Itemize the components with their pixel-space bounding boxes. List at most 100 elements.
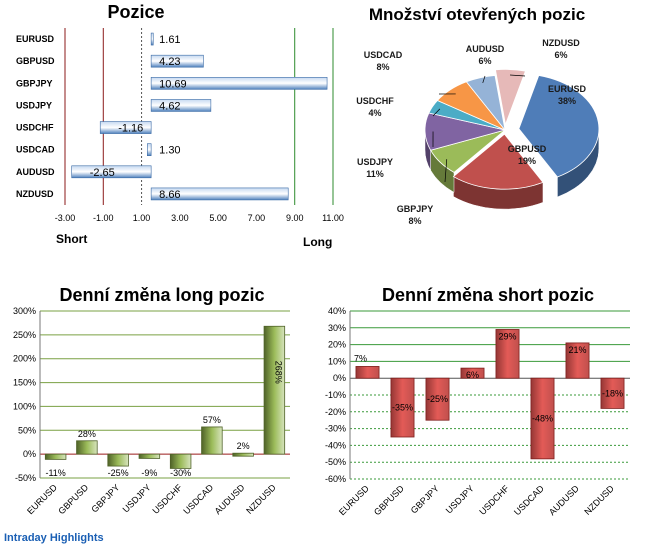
pie-label: USDCAD — [364, 50, 403, 60]
x-tick-label: 11.00 — [322, 213, 344, 223]
short-label: Short — [56, 232, 87, 246]
y-tick-label: 40% — [328, 306, 346, 316]
value-label: 6% — [466, 370, 479, 380]
category-label: AUDUSD — [16, 167, 55, 177]
category-label: USDJPY — [444, 483, 476, 515]
value-label: 29% — [498, 331, 516, 341]
category-label: GBPJPY — [16, 78, 53, 88]
value-label: 21% — [568, 345, 586, 355]
short-title: Denní změna short pozic — [382, 285, 594, 305]
bar — [45, 454, 66, 459]
value-label: 4.62 — [159, 100, 180, 112]
value-label: 268% — [273, 361, 283, 384]
value-label: 10.69 — [159, 78, 187, 90]
value-label: 7% — [354, 353, 367, 363]
long-label: Long — [303, 235, 332, 249]
y-tick-label: 30% — [328, 323, 346, 333]
category-label: EURUSD — [16, 34, 55, 44]
value-label: -35% — [392, 403, 413, 413]
y-tick-label: -50% — [15, 473, 36, 483]
category-label: GBPUSD — [56, 482, 90, 516]
pie-percent: 4% — [368, 108, 381, 118]
value-label: 57% — [203, 415, 221, 425]
y-tick-label: 100% — [13, 401, 36, 411]
mnozstvi-title: Množství otevřených pozic — [369, 5, 585, 24]
value-label: -25% — [108, 468, 129, 478]
long-title: Denní změna long pozic — [59, 285, 264, 305]
value-label: 2% — [237, 441, 250, 451]
category-label: NZDUSD — [16, 189, 54, 199]
value-label: -1.16 — [118, 123, 143, 135]
bar — [151, 33, 153, 45]
pie-percent: 8% — [408, 216, 421, 226]
y-tick-label: -60% — [325, 474, 346, 484]
category-label: AUDUSD — [213, 482, 247, 516]
y-tick-label: -10% — [325, 390, 346, 400]
long-y-tick-labels: -50%0%50%100%150%200%250%300% — [13, 306, 36, 483]
category-label: GBPUSD — [372, 483, 406, 517]
y-tick-label: -30% — [325, 424, 346, 434]
y-tick-label: 150% — [13, 378, 36, 388]
value-label: -48% — [532, 414, 553, 424]
short-y-tick-labels: -60%-50%-40%-30%-20%-10%0%10%20%30%40% — [325, 306, 346, 484]
y-tick-label: 300% — [13, 306, 36, 316]
category-label: NZDUSD — [582, 483, 616, 517]
y-tick-label: 0% — [23, 449, 36, 459]
bar — [264, 326, 285, 454]
x-tick-label: 3.00 — [171, 213, 189, 223]
value-label: -11% — [45, 468, 65, 478]
y-tick-label: 20% — [328, 340, 346, 350]
y-tick-label: -20% — [325, 407, 346, 417]
category-label: USDCHF — [477, 483, 511, 517]
category-label: NZDUSD — [244, 482, 278, 516]
category-label: USDCAD — [16, 145, 55, 155]
pozice-chart: Pozice 1.614.2310.694.62-1.161.30-2.658.… — [0, 0, 345, 260]
pie-label: USDCHF — [356, 96, 394, 106]
y-tick-label: 250% — [13, 330, 36, 340]
x-tick-label: -1.00 — [93, 213, 114, 223]
y-tick-label: -40% — [325, 440, 346, 450]
bar — [170, 454, 191, 468]
category-label: USDJPY — [121, 482, 153, 514]
category-label: USDCHF — [16, 123, 54, 133]
pozice-category-labels: EURUSD GBPUSD GBPJPY USDJPY USDCHF USDCAD AUDU… — [16, 34, 55, 199]
footer-text: Intraday Highlights — [4, 532, 104, 544]
value-label: 4.23 — [159, 56, 180, 68]
bar — [356, 366, 379, 378]
x-tick-label: -3.00 — [55, 213, 76, 223]
value-label: -2.65 — [90, 167, 115, 179]
pie-percent: 8% — [376, 62, 389, 72]
bar — [147, 144, 151, 156]
pie-percent: 38% — [558, 96, 576, 106]
category-label: GBPJPY — [89, 482, 121, 514]
pie-label: NZDUSD — [542, 38, 580, 48]
pie-percent: 6% — [478, 56, 491, 66]
y-tick-label: 50% — [18, 425, 36, 435]
y-tick-label: 0% — [333, 373, 346, 383]
x-tick-label: 9.00 — [286, 213, 304, 223]
bar — [233, 453, 254, 456]
bar — [108, 454, 129, 466]
value-label: 1.61 — [159, 34, 180, 46]
category-label: AUDUSD — [547, 483, 581, 517]
category-label: EURUSD — [337, 483, 371, 517]
value-label: -9% — [141, 468, 157, 478]
value-label: 28% — [78, 429, 96, 439]
category-label: GBPJPY — [409, 483, 441, 515]
pie-label: EURUSD — [548, 84, 587, 94]
category-label: USDCAD — [181, 482, 215, 516]
value-label: 8.66 — [159, 189, 180, 201]
category-label: USDJPY — [16, 100, 52, 110]
pie-percent: 11% — [366, 169, 384, 179]
pie-label: GBPJPY — [397, 204, 434, 214]
category-label: USDCAD — [512, 483, 546, 517]
category-label: GBPUSD — [16, 56, 55, 66]
value-label: -18% — [602, 388, 623, 398]
pie-percent: 6% — [554, 50, 567, 60]
y-tick-label: 10% — [328, 356, 346, 366]
category-label: USDCHF — [150, 482, 184, 516]
